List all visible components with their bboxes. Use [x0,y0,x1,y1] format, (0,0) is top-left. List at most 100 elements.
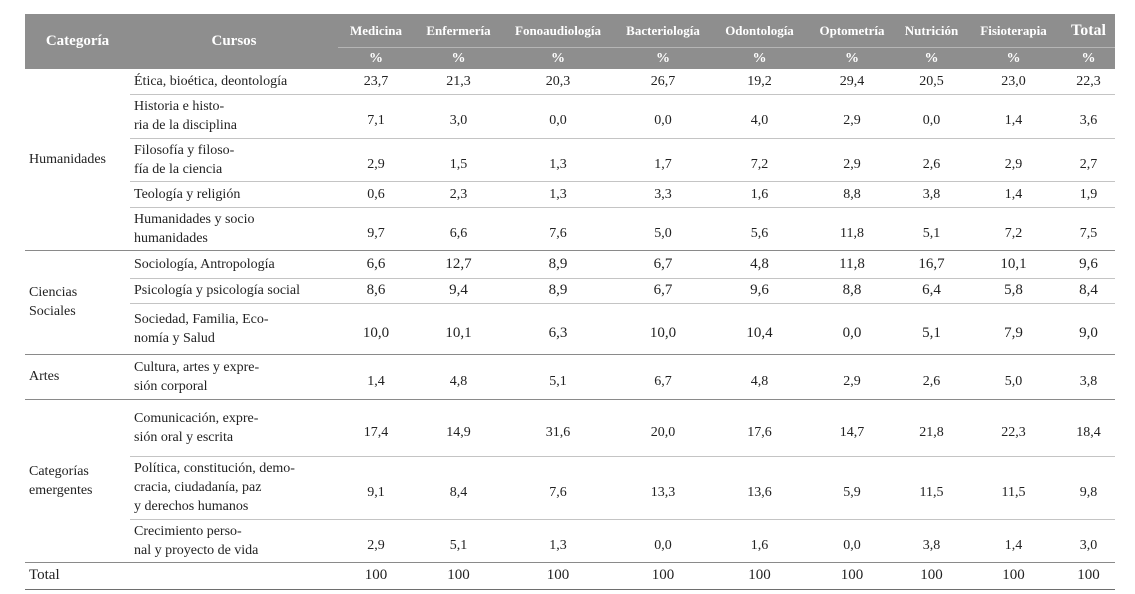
column-header: Categoría [25,14,130,69]
percent-value: 7,1 [338,94,414,139]
percent-value: 3,3 [613,181,713,208]
unit-header: % [613,47,713,69]
percent-value: 19,2 [713,69,806,95]
percent-value: 8,8 [806,278,898,304]
course-row: Crecimiento perso- nal y proyecto de vid… [25,519,1115,563]
unit-header: % [965,47,1062,69]
total-value: 100 [965,562,1062,590]
course-row: Filosofía y filoso- fía de la ciencia 2,9… [25,138,1115,182]
percent-value: 6,4 [898,278,965,304]
percent-value: 3,0 [414,94,503,139]
course-row: Humanidades Ética, bioética, deontología 2… [25,69,1115,251]
percent-value: 6,6 [414,207,503,251]
percent-value: 11,8 [806,207,898,251]
percent-value: 11,5 [965,456,1062,520]
percent-value: 0,0 [806,303,898,355]
percent-value: 10,1 [414,303,503,355]
percent-value: 9,1 [338,456,414,520]
course-name: Sociedad, Familia, Eco- nomía y Salud [130,303,338,355]
percent-value: 9,7 [338,207,414,251]
column-header: Total [1062,14,1115,48]
percent-value: 11,8 [806,250,898,279]
percent-value: 20,0 [613,399,713,457]
category: Ciencias Sociales [25,250,130,355]
percent-value: 29,4 [806,69,898,95]
category: Humanidades [25,69,130,251]
unit-header: % [1062,47,1115,69]
course-row: Historia e histo- ria de la disciplina 7,… [25,94,1115,139]
percent-value: 2,9 [338,519,414,563]
total-value: 100 [806,562,898,590]
percent-value: 7,2 [965,207,1062,251]
course-name: Cultura, artes y expre- sión corporal [130,354,338,400]
percent-value: 9,8 [1062,456,1115,520]
unit-header: % [806,47,898,69]
percent-value: 1,4 [965,94,1062,139]
percent-value: 3,8 [1062,354,1115,400]
course-name: Comunicación, expre- sión oral y escrita [130,399,338,457]
percent-value: 1,3 [503,181,613,208]
percent-value: 22,3 [965,399,1062,457]
percent-value: 20,5 [898,69,965,95]
percent-value: 8,8 [806,181,898,208]
percent-value: 21,8 [898,399,965,457]
percent-value: 9,4 [414,278,503,304]
unit-header: % [414,47,503,69]
percent-value: 2,9 [965,138,1062,182]
percent-value: 8,4 [414,456,503,520]
percent-value: 7,6 [503,207,613,251]
percent-value: 5,1 [414,519,503,563]
percent-value: 0,0 [898,94,965,139]
total-value: 100 [503,562,613,590]
course-name: Historia e histo- ria de la disciplina [130,94,338,139]
total-value: 100 [414,562,503,590]
header-row: Categoría Cursos Medicina Enfermería Fonoaud… [25,14,1115,69]
percent-value: 11,5 [898,456,965,520]
percent-value: 3,8 [898,519,965,563]
course-row: Psicología y psicología social 8,6 9,4 8,9 6… [25,278,1115,304]
percent-value: 5,0 [965,354,1062,400]
course-name: Filosofía y filoso- fía de la ciencia [130,138,338,182]
percent-value: 1,6 [713,519,806,563]
category: Artes [25,354,130,400]
percent-value: 9,6 [1062,250,1115,279]
column-header: Fisioterapia [965,14,1062,48]
course-row: Ciencias Sociales Sociología, Antropologí… [25,250,1115,355]
percent-value: 26,7 [613,69,713,95]
column-header: Enfermería [414,14,503,48]
percent-value: 6,7 [613,354,713,400]
course-name: Humanidades y socio humanidades [130,207,338,251]
total-label: Total [25,562,130,590]
percent-value: 0,0 [503,94,613,139]
percent-value: 2,9 [806,138,898,182]
percent-value: 1,4 [965,519,1062,563]
percent-value: 1,4 [338,354,414,400]
total-value: 100 [613,562,713,590]
percent-value: 23,0 [965,69,1062,95]
percent-value: 0,6 [338,181,414,208]
percent-value: 8,6 [338,278,414,304]
percent-value: 2,7 [1062,138,1115,182]
percent-value: 14,9 [414,399,503,457]
course-name: Teología y religión [130,181,338,208]
total-value: 100 [713,562,806,590]
percent-value: 1,3 [503,519,613,563]
percent-value: 0,0 [806,519,898,563]
percent-value: 1,4 [965,181,1062,208]
percent-value: 6,7 [613,278,713,304]
percent-value: 13,3 [613,456,713,520]
percent-value: 18,4 [1062,399,1115,457]
total-value: 100 [338,562,414,590]
course-row: Teología y religión 0,6 2,3 1,3 3,3 1,6 8,8 3,8… [25,181,1115,208]
course-row: Artes Cultura, artes y expre- sión corpor… [25,354,1115,400]
column-header: Odontología [713,14,806,48]
percent-value: 8,4 [1062,278,1115,304]
percent-value: 4,0 [713,94,806,139]
percent-value: 7,9 [965,303,1062,355]
percent-value: 2,3 [414,181,503,208]
percent-value: 8,9 [503,250,613,279]
percent-value: 31,6 [503,399,613,457]
percent-value: 13,6 [713,456,806,520]
percent-value: 5,8 [965,278,1062,304]
empty-cell [130,562,338,590]
